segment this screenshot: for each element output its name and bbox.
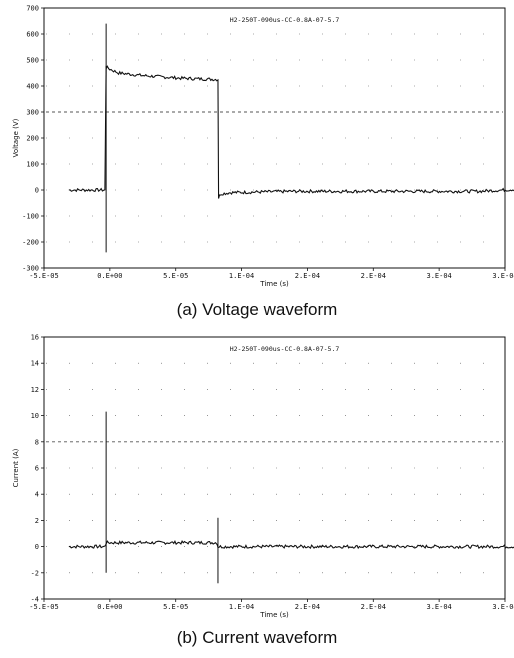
voltage-ytick-label: 700 [26,5,39,13]
current-xtick-label: -5.E-05 [29,603,59,611]
voltage-xtick-label: 3.E-04 [426,272,451,280]
current-ytick-label: 14 [31,360,39,368]
current-plot-frame [43,336,506,600]
voltage-series-line [68,65,514,199]
current-ytick-label: 8 [35,438,39,446]
voltage-ytick-label: 500 [26,57,39,65]
voltage-ytick-label: 0 [35,187,39,195]
current-ytick-label: 12 [31,386,39,394]
current-xtick-label: 3.E-04 [492,603,514,611]
voltage-caption: (a) Voltage waveform [176,300,338,319]
current-ytick-label: 6 [35,465,39,473]
current-ytick-label: 4 [35,491,39,499]
voltage-ytick-label: 600 [26,31,39,39]
voltage-xtick-label: 3.E-04 [492,272,514,280]
voltage-xtick-label: 1.E-04 [229,272,254,280]
current-ytick-label: 10 [31,412,39,420]
current-series-line [68,539,514,550]
current-caption: (b) Current waveform [176,628,338,647]
voltage-ylabel: Voltage (V) [12,118,20,157]
voltage-ytick-label: -100 [22,213,39,221]
voltage-xtick-label: 2.E-04 [295,272,320,280]
current-ytick-label: -2 [31,569,39,577]
voltage-xlabel: Time (s) [259,280,289,288]
voltage-xtick-label: -5.E-05 [29,272,59,280]
current-xtick-label: 0.E+00 [97,603,122,611]
voltage-ytick-label: 400 [26,83,39,91]
voltage-ytick-label: -300 [22,265,39,273]
voltage-ytick-label: 200 [26,135,39,143]
current-title: H2-250T-090us-CC-0.8A-07-5.7 [230,345,340,353]
current-ytick-label: 16 [31,334,39,342]
voltage-ytick-label: 300 [26,109,39,117]
voltage-title: H2-250T-090us-CC-0.8A-07-5.7 [230,16,340,24]
current-ytick-label: -4 [31,596,39,604]
current-xtick-label: 5.E-05 [163,603,188,611]
voltage-xtick-label: 2.E-04 [361,272,386,280]
current-ytick-label: 2 [35,517,39,525]
voltage-plot-frame [43,7,506,269]
voltage-xtick-label: 5.E-05 [163,272,188,280]
current-xtick-label: 2.E-04 [361,603,386,611]
voltage-ytick-label: 100 [26,161,39,169]
voltage-xtick-label: 0.E+00 [97,272,122,280]
current-ylabel: Current (A) [12,448,20,487]
current-xlabel: Time (s) [259,611,289,619]
voltage-chart-panel: 700 600 500 400 300 200 100 0 -100 -200 -300 -5.E-0… [0,0,514,328]
voltage-ytick-label: -200 [22,239,39,247]
current-xtick-label: 1.E-04 [229,603,254,611]
voltage-chart: 700 600 500 400 300 200 100 0 -100 -200 -300-5.E-0… [12,5,514,288]
current-xtick-label: 3.E-04 [426,603,451,611]
current-chart-panel: 16 14 12 10 8 6 4 2 0 -2 -4 -5.E-05 0.E+00 5.E-05 1.E-… [0,330,514,658]
current-xtick-label: 2.E-04 [295,603,320,611]
current-chart: 16 14 12 10 8 6 4 2 0 -2 -4-5.E-05 0.E+00 5.E-05 1.E-… [12,334,514,619]
current-ytick-label: 0 [35,543,39,551]
